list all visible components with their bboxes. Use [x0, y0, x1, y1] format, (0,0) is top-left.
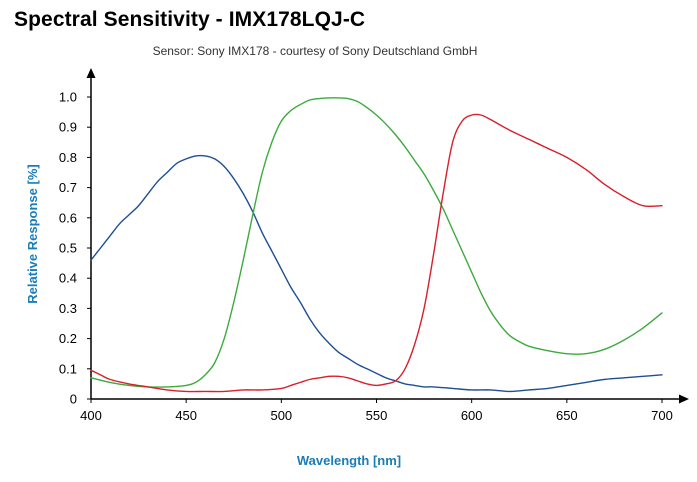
y-tick-label: 0.4	[59, 271, 77, 286]
x-tick-label: 450	[175, 408, 197, 423]
y-tick-label: 0.2	[59, 331, 77, 346]
x-tick-label: 700	[651, 408, 673, 423]
x-tick-label: 500	[270, 408, 292, 423]
x-axis-arrow-icon	[679, 394, 689, 404]
x-tick-label: 550	[366, 408, 388, 423]
y-tick-label: 0.8	[59, 150, 77, 165]
blue-series-line	[90, 154, 663, 393]
y-tick-label: 0.1	[59, 361, 77, 376]
red-series-line	[90, 113, 663, 393]
y-tick-label: 0.6	[59, 210, 77, 225]
series-lines	[90, 97, 663, 393]
chart-subtitle: Sensor: Sony IMX178 - courtesy of Sony D…	[152, 44, 478, 58]
chart-title: Spectral Sensitivity - IMX178LQJ-C	[14, 8, 366, 31]
axes	[86, 68, 689, 404]
y-tick-label: 0.3	[59, 301, 77, 316]
y-tick-label: 0.9	[59, 120, 77, 135]
x-axis-title: Wavelength [nm]	[297, 453, 401, 468]
y-tick-label: 0.5	[59, 241, 77, 256]
x-tick-label: 650	[556, 408, 578, 423]
x-tick-label: 400	[80, 408, 102, 423]
x-tick-label: 600	[461, 408, 483, 423]
y-axis-title: Relative Response [%]	[25, 164, 40, 303]
y-axis-arrow-icon	[86, 68, 96, 78]
green-series-line	[90, 97, 663, 388]
tick-labels: 400 450 500 550 600 650 700 0 0.1 0.2 0.3 0.4 0.5 0.6…	[59, 90, 673, 424]
y-tick-label: 1.0	[59, 90, 77, 105]
y-tick-label: 0	[70, 392, 77, 407]
y-tick-label: 0.7	[59, 180, 77, 195]
